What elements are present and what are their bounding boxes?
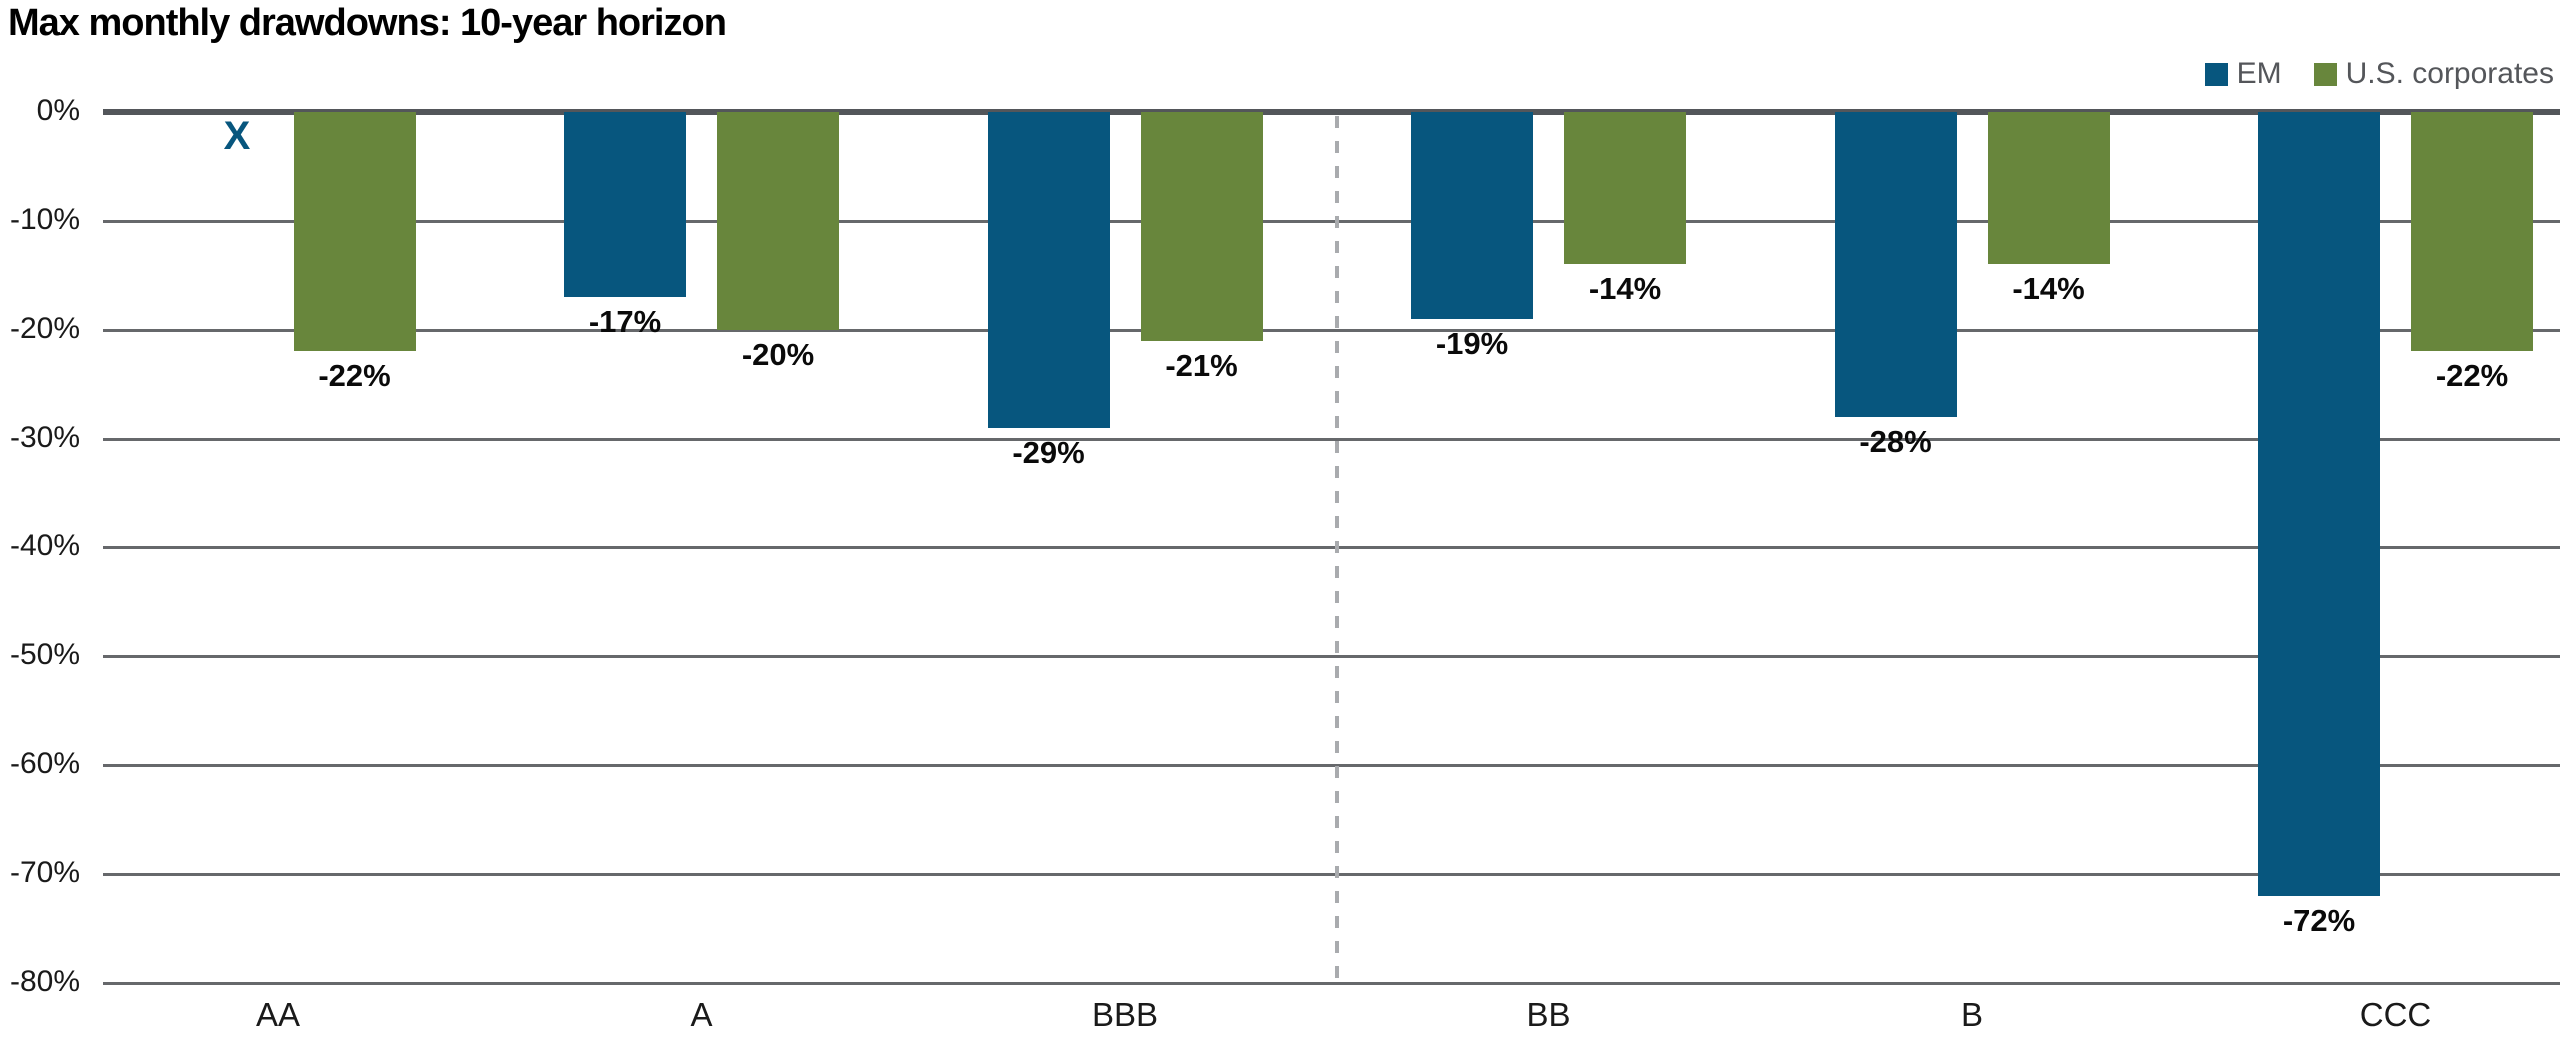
legend-swatch-em (2204, 62, 2228, 86)
x-category-label: BBB (1091, 996, 1159, 1033)
gridline (103, 328, 2560, 332)
y-tick-label: -10% (9, 202, 80, 236)
zero-axis-line (103, 109, 2560, 115)
bar-value-label: -29% (1012, 434, 1085, 470)
bar-value-label: -17% (588, 304, 662, 340)
y-tick-label: -60% (9, 747, 80, 781)
bar-em-bb (1411, 112, 1533, 319)
bar-em-b (1834, 112, 1957, 417)
x-category-label: CCC (2359, 996, 2432, 1033)
y-tick-label: -30% (9, 420, 80, 454)
legend-swatch-us-corporates (2313, 62, 2337, 86)
bar-us-corporates-aa (293, 112, 416, 352)
bar-value-label: -19% (1435, 325, 1509, 361)
y-tick-label: -80% (9, 964, 80, 998)
bar-value-label: -72% (2282, 902, 2356, 938)
bar-us-corporates-bb (1564, 112, 1686, 265)
bar-value-label: -22% (2435, 358, 2509, 394)
legend-item-em: EM (2204, 57, 2282, 91)
y-tick-label: -50% (9, 638, 80, 672)
bar-value-label: -14% (2012, 271, 2085, 307)
bar-value-label: -14% (1588, 271, 1662, 307)
y-tick-label: 0% (36, 94, 80, 127)
legend-label: U.S. corporates (2345, 57, 2554, 90)
y-tick-label: -70% (9, 855, 80, 889)
gridline (103, 655, 2560, 659)
x-category-label: AA (255, 996, 301, 1033)
bar-value-label: -28% (1859, 423, 1932, 459)
x-category-label: BB (1526, 996, 1571, 1033)
bar-em-ccc (2258, 112, 2380, 896)
legend: EM U.S. corporates (2204, 57, 2554, 91)
x-category-label: A (690, 996, 713, 1033)
gridline (103, 981, 2560, 985)
bar-us-corporates-ccc (2411, 112, 2533, 352)
bar-us-corporates-a (717, 112, 839, 330)
bar-em-a (564, 112, 686, 298)
legend-label: EM (2236, 57, 2282, 90)
chart-title: Max monthly drawdowns: 10-year horizon (8, 2, 727, 44)
bar-em-bbb (987, 112, 1110, 428)
bar-value-label: -20% (741, 336, 815, 372)
bar-us-corporates-bbb (1140, 112, 1263, 341)
missing-data-marker-x: X (223, 114, 251, 158)
bar-value-label: -21% (1165, 347, 1238, 383)
gridline (103, 764, 2560, 768)
gridline (103, 872, 2560, 876)
x-category-label: B (1960, 996, 1983, 1033)
gridline (103, 546, 2560, 550)
y-tick-label: -20% (9, 311, 80, 345)
legend-item-us-corporates: U.S. corporates (2313, 57, 2554, 91)
gridline (103, 437, 2560, 441)
y-tick-label: -40% (9, 529, 80, 563)
ig-hy-separator-line (1334, 116, 1339, 983)
bar-value-label: -22% (318, 358, 391, 394)
bar-us-corporates-b (1987, 112, 2110, 265)
gridline (103, 219, 2560, 223)
